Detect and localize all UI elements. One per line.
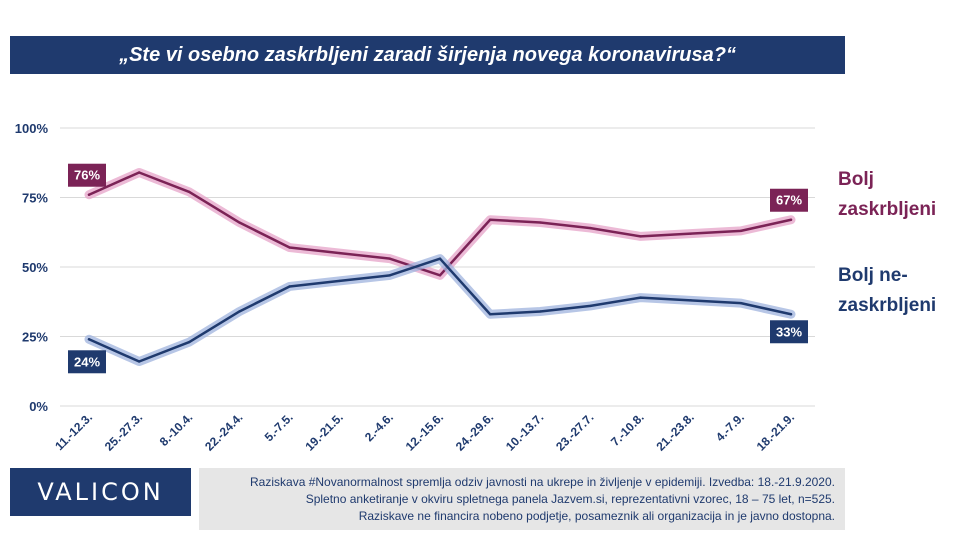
valicon-logo: VALICON: [10, 468, 191, 516]
x-tick-label: 4.-7.9.: [713, 410, 747, 444]
data-point: [238, 310, 241, 313]
data-point: [388, 257, 392, 260]
x-tick-label: 7.-10.8.: [608, 410, 647, 449]
legend-not-concerned-line2: zaskrbljeni: [838, 295, 937, 316]
legend-concerned-line2: zaskrbljeni: [838, 199, 937, 220]
data-point: [488, 313, 492, 316]
data-label-end-concerned: 67%: [776, 193, 802, 208]
data-point: [739, 229, 743, 233]
footer-line-1: Raziskava #Novanormalnost spremlja odziv…: [250, 475, 835, 489]
x-tick-label: 5.-7.5.: [262, 410, 296, 444]
footer-line-2: Spletno anketiranje v okviru spletnega p…: [305, 492, 835, 506]
y-tick-label: 75%: [22, 191, 48, 206]
data-point: [87, 193, 91, 196]
legend-label-concerned: Bolj zaskrbljeni: [838, 165, 936, 225]
data-point: [689, 299, 692, 302]
data-label-start-not-concerned: 24%: [74, 354, 100, 369]
x-tick-label: 2.-4.6.: [362, 410, 396, 444]
chart-title: „Ste vi osebno zaskrbljeni zaradi širjen…: [10, 36, 845, 74]
data-point: [739, 301, 743, 305]
x-tick-label: 23.-27.7.: [553, 410, 596, 453]
data-label-start-not-concerned-box: [68, 350, 106, 374]
legend-concerned-line1: Bolj: [838, 169, 874, 190]
x-tick-label: 12.-15.6.: [403, 410, 446, 453]
x-tick-label: 24.-29.6.: [453, 410, 496, 453]
data-point: [488, 218, 492, 221]
y-tick-label: 0%: [29, 399, 48, 414]
y-tick-label: 100%: [15, 121, 49, 136]
data-point: [789, 218, 793, 221]
legend-label-not-concerned: Bolj ne- zaskrbljeni: [838, 261, 936, 321]
x-tick-label: 25.-27.3.: [102, 410, 145, 453]
line-chart: 100% 75% 50% 25% 0% 11.-12.3. 25.-27.3. 8.-10.4…: [15, 121, 815, 454]
data-point: [438, 274, 442, 277]
x-tick-label: 21.-23.8.: [653, 410, 696, 453]
data-point: [639, 235, 642, 238]
data-point: [87, 338, 91, 341]
data-point: [137, 171, 141, 174]
data-label-start-concerned-box: [68, 163, 106, 187]
x-tick-label: 8.-10.4.: [157, 410, 196, 449]
data-point: [338, 251, 341, 255]
legend-not-concerned-line1: Bolj ne-: [838, 265, 908, 286]
data-point: [539, 221, 542, 224]
data-label-end-concerned-box: [770, 188, 808, 212]
data-label-start-concerned: 76%: [74, 168, 100, 183]
x-tick-label: 18.-21.9.: [754, 410, 797, 453]
data-point: [288, 246, 291, 249]
data-point: [639, 296, 642, 299]
data-point: [137, 360, 141, 363]
data-point: [789, 313, 793, 316]
data-label-end-not-concerned: 33%: [776, 324, 802, 339]
x-tick-label: 11.-12.3.: [52, 410, 95, 453]
data-point: [188, 190, 191, 194]
data-point: [589, 304, 592, 308]
y-tick-label: 50%: [22, 260, 48, 275]
data-point: [539, 310, 542, 313]
data-point: [188, 340, 191, 344]
footer-line-3: Raziskave ne financira nobeno podjetje, …: [358, 509, 835, 523]
x-tick-label: 22.-24.4.: [202, 410, 245, 453]
x-tick-label: 19.-21.5.: [302, 410, 345, 453]
y-tick-label: 25%: [22, 330, 48, 345]
data-point: [338, 279, 341, 283]
data-point: [689, 232, 692, 235]
data-point: [388, 274, 392, 277]
x-tick-label: 10.-13.7.: [503, 410, 546, 453]
data-point: [288, 285, 291, 288]
data-point: [438, 257, 442, 260]
data-point: [238, 221, 241, 224]
data-point: [589, 226, 592, 230]
data-label-end-not-concerned-box: [770, 320, 808, 344]
footer-note: Raziskava #Novanormalnost spremlja odziv…: [199, 468, 845, 530]
